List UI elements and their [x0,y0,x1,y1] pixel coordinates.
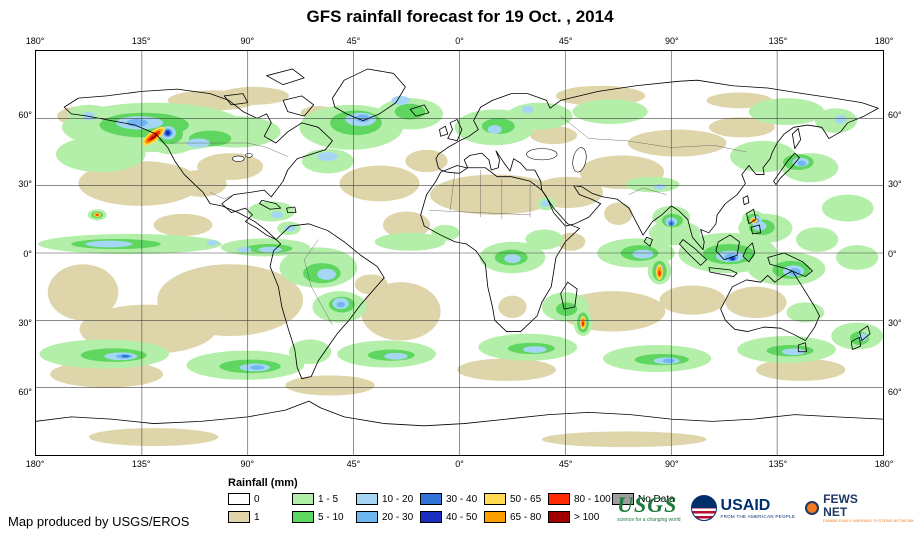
legend-label: 1 [254,511,260,523]
lon-label: 45° [346,36,361,46]
map-frame [35,50,884,456]
legend-swatch [420,511,442,523]
lon-label: 180° [874,459,894,469]
legend-label: 5 - 10 [318,511,344,523]
legend-item: 80 - 100 [548,493,612,505]
borders-layer [170,115,747,325]
legend-swatch [548,511,570,523]
lon-label: 0° [455,459,464,469]
legend-swatch [420,493,442,505]
legend-swatch [292,511,314,523]
lat-label: 60° [18,387,32,397]
lon-label: 45° [558,36,573,46]
rainfall-layer-over-100mm [150,134,157,141]
lon-label: 180° [25,36,45,46]
usaid-logo: USAID FROM THE AMERICAN PEOPLE [690,495,796,522]
latitude-labels-left: 60° 30° 0° 30° 60° [6,110,32,397]
legend-item: 10 - 20 [356,493,420,505]
credit-text: Map produced by USGS/EROS [8,514,190,529]
legend-item: 1 - 5 [292,493,356,505]
lon-label: 90° [240,459,255,469]
legend-item: 30 - 40 [420,493,484,505]
lat-label: 60° [888,110,902,120]
legend-item: 1 [228,511,292,523]
lat-label: 60° [18,110,32,120]
lat-label: 30° [888,317,902,328]
graticule-layer [36,51,883,455]
usgs-wordmark: USGS [617,491,678,517]
lon-label: 90° [664,459,679,469]
logos: USGS science for a changing world USAID … [617,491,914,524]
legend-swatch [228,511,250,523]
legend-label: 10 - 20 [382,493,414,505]
rainfall-legend: Rainfall (mm) 0 1 - 5 10 - 20 30 - 40 50… [228,477,676,529]
legend-item: 0 [228,493,292,505]
world-map [36,51,883,455]
map-title: GFS rainfall forecast for 19 Oct. , 2014 [306,7,614,26]
legend-item: 40 - 50 [420,511,484,523]
legend-row-2: 1 5 - 10 20 - 30 40 - 50 65 - 80 > 100 [228,511,676,523]
legend-label: 50 - 65 [510,493,542,505]
lon-label: 90° [240,36,255,46]
lon-label: 135° [131,36,151,46]
usaid-wordmark: USAID [720,496,771,514]
legend-item: 5 - 10 [292,511,356,523]
lat-label: 60° [888,387,902,397]
lat-label: 30° [18,317,32,328]
legend-label: No Data [638,493,675,505]
legend-item: 20 - 30 [356,511,420,523]
lat-label: 0° [888,248,897,259]
usgs-logo: USGS science for a changing world [617,491,681,523]
legend-label: 20 - 30 [382,511,414,523]
legend-swatch [484,511,506,523]
lon-label: 135° [131,459,151,469]
legend-row-1: 0 1 - 5 10 - 20 30 - 40 50 - 65 80 - 100… [228,493,676,505]
rainfall-layer-1mm [47,85,846,448]
lon-label: 135° [768,36,788,46]
lakes-layer [232,147,587,173]
lon-label: 0° [455,36,464,46]
legend-swatch [356,493,378,505]
legend-label: 40 - 50 [446,511,478,523]
legend-swatch [292,493,314,505]
usaid-seal-icon [690,495,717,522]
legend-label: 65 - 80 [510,511,542,523]
fewsnet-globe-icon [805,501,820,516]
legend-title: Rainfall (mm) [228,477,298,489]
legend-item: No Data [612,493,676,505]
lon-label: 90° [664,36,679,46]
legend-item: 50 - 65 [484,493,548,505]
legend-label: 0 [254,493,260,505]
lon-label: 180° [874,36,894,46]
legend-label: 80 - 100 [574,493,611,505]
legend-swatch [548,493,570,505]
lon-label: 45° [346,459,361,469]
legend-label: > 100 [574,511,600,523]
lat-label: 30° [18,179,32,190]
legend-swatch [612,493,634,505]
longitude-labels-top: 180° 135° 90° 45° 0° 45° 90° 135° 180° [20,36,899,46]
longitude-labels-bottom: 180° 135° 90° 45° 0° 45° 90° 135° 180° [20,459,899,469]
fewsnet-tagline: FAMINE EARLY WARNING SYSTEMS NETWORK [823,518,914,524]
lon-label: 135° [768,459,788,469]
usaid-tagline: FROM THE AMERICAN PEOPLE [720,513,796,519]
lat-label: 30° [888,179,902,190]
latitude-labels-right: 60° 30° 0° 30° 60° [888,110,914,397]
lon-label: 180° [25,459,45,469]
fewsnet-wordmark: FEWS NET [823,492,858,519]
coastlines-layer [36,68,883,427]
lon-label: 45° [558,459,573,469]
legend-label: 30 - 40 [446,493,478,505]
usgs-tagline: science for a changing world [617,516,681,523]
legend-swatch [356,511,378,523]
legend-item: 65 - 80 [484,511,548,523]
legend-item: > 100 [548,511,612,523]
legend-swatch [228,493,250,505]
legend-swatch [484,493,506,505]
fewsnet-logo: FEWS NET FAMINE EARLY WARNING SYSTEMS NE… [805,493,914,523]
lat-label: 0° [23,248,32,259]
legend-label: 1 - 5 [318,493,339,505]
